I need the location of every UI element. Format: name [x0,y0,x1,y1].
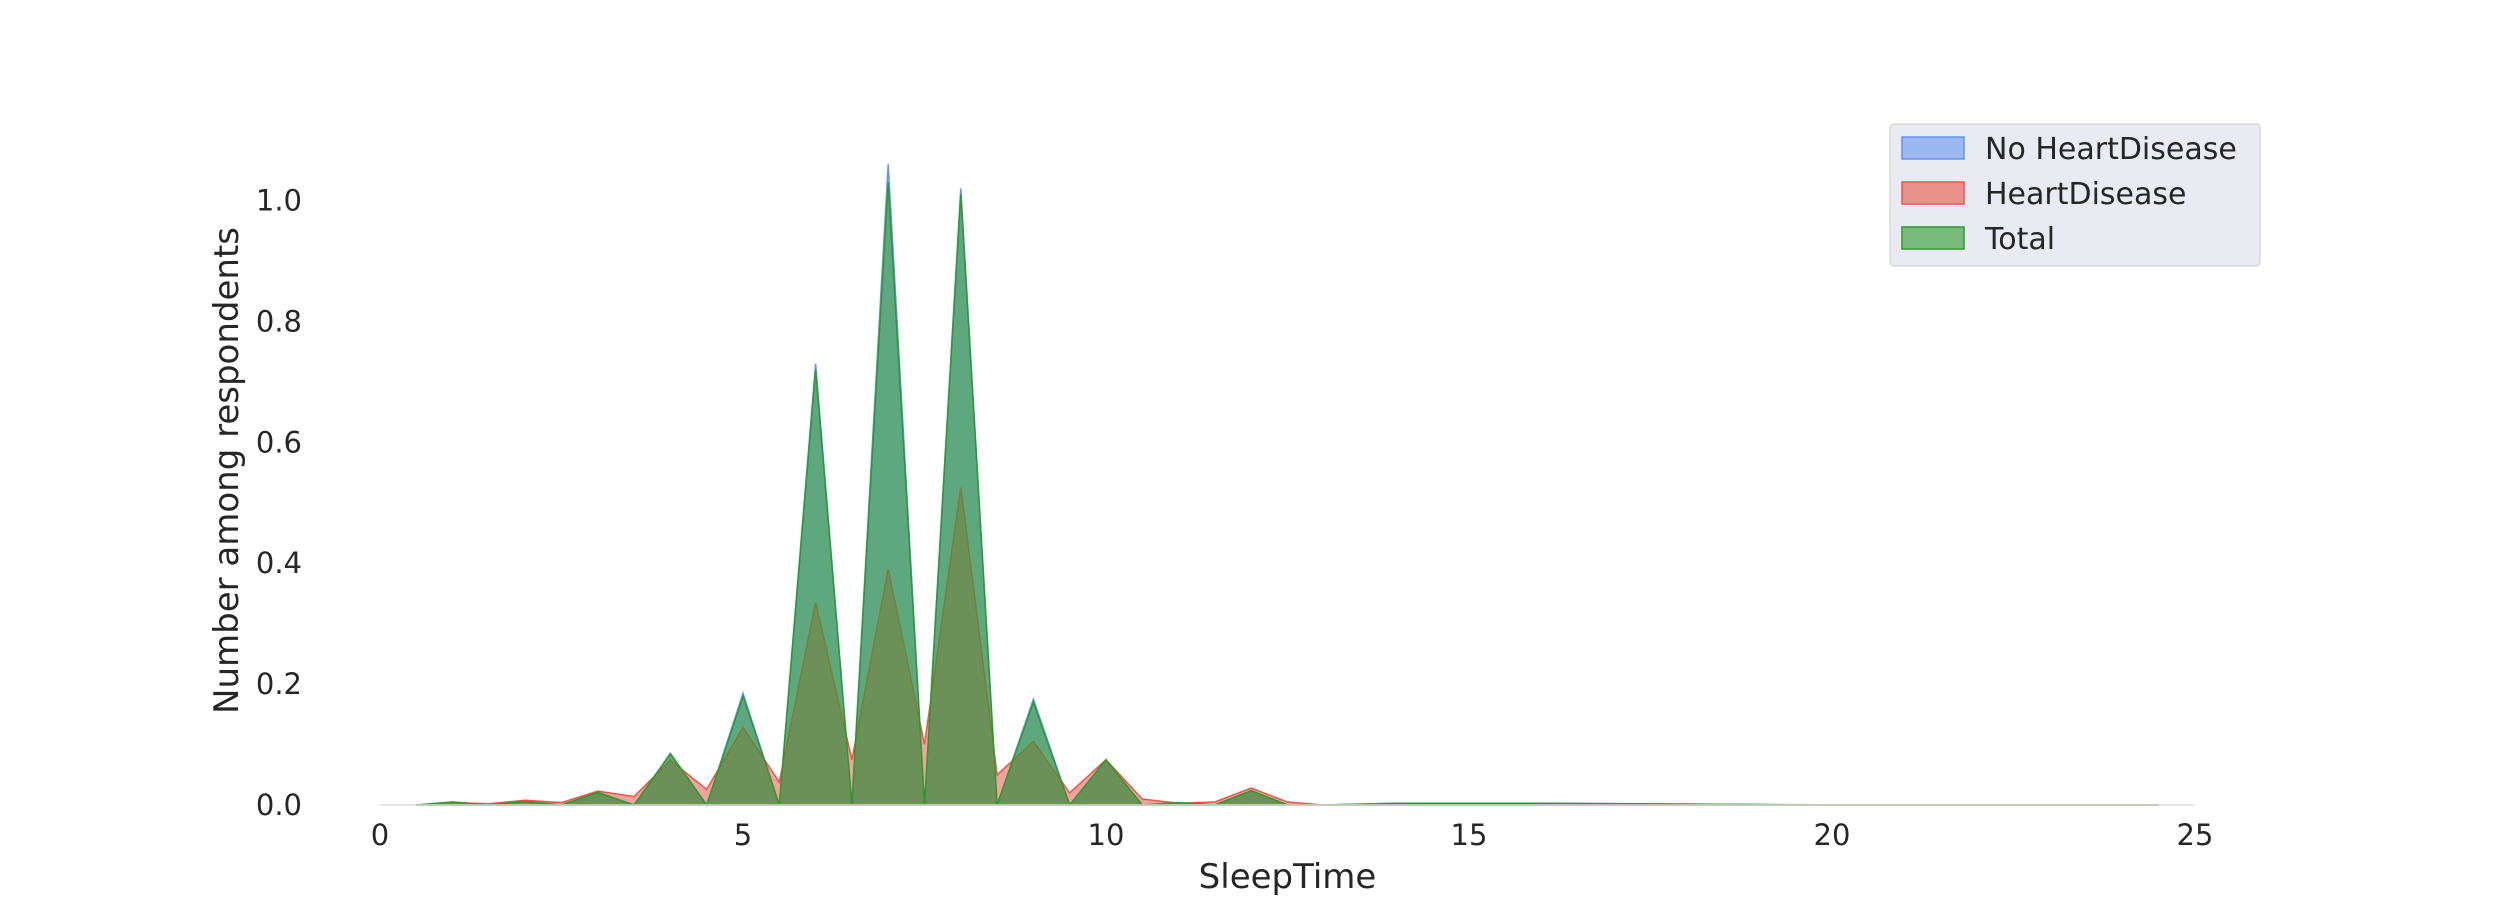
y-axis-ticks: 0.0 0.2 0.4 0.6 0.8 1.0 [256,183,302,822]
x-tick-label: 25 [2177,818,2214,852]
legend-box [1889,123,2261,267]
y-tick-label: 1.0 [256,183,302,217]
legend-swatch [1901,136,1965,160]
y-tick-label: 0.2 [256,667,302,701]
x-tick-label: 5 [734,818,752,852]
x-tick-label: 20 [1814,818,1851,852]
legend-label: Total [1984,222,2055,257]
x-tick-label: 0 [371,818,389,852]
legend-swatch [1901,181,1965,205]
legend: No HeartDisease HeartDisease Total [1889,123,2261,267]
x-tick-label: 15 [1451,818,1488,852]
y-tick-label: 0.0 [256,788,302,822]
y-tick-label: 0.8 [256,304,302,338]
x-axis-label: SleepTime [1199,857,1377,897]
legend-swatch [1901,226,1965,250]
x-axis-ticks: 0 5 10 15 20 25 [371,818,2214,852]
x-tick-label: 10 [1088,818,1125,852]
legend-label: HeartDisease [1985,177,2187,212]
legend-label: No HeartDisease [1985,132,2237,167]
y-tick-label: 0.6 [256,425,302,459]
y-tick-label: 0.4 [256,546,302,580]
area-heartdisease [416,487,2159,806]
area-total [416,182,2159,807]
y-axis-label: Number among respondents [207,227,247,714]
legend-items: No HeartDisease HeartDisease Total [1901,132,2237,257]
